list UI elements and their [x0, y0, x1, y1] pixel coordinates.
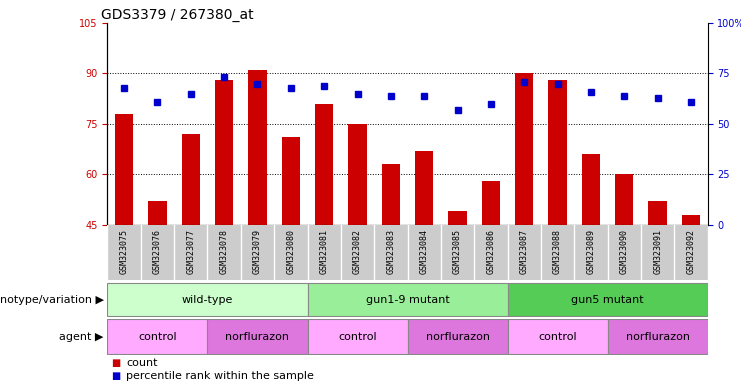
Text: GSM323081: GSM323081	[319, 229, 329, 274]
Bar	[482, 181, 500, 225]
Text: GSM323091: GSM323091	[653, 229, 662, 274]
Text: GSM323084: GSM323084	[419, 229, 429, 274]
Text: ■: ■	[111, 371, 120, 381]
Bar	[248, 70, 267, 225]
Bar	[107, 319, 207, 354]
Bar	[182, 134, 200, 225]
Bar	[648, 201, 667, 225]
Text: GSM323085: GSM323085	[453, 229, 462, 274]
Text: norflurazon: norflurazon	[425, 332, 490, 342]
Text: GSM323083: GSM323083	[386, 229, 396, 274]
Bar	[548, 80, 567, 225]
Text: GSM323092: GSM323092	[686, 229, 696, 274]
Bar	[382, 164, 400, 225]
Text: GSM323075: GSM323075	[119, 229, 129, 274]
Bar	[508, 283, 708, 316]
Text: GSM323086: GSM323086	[486, 229, 496, 274]
Bar	[207, 319, 308, 354]
Bar	[215, 80, 233, 225]
Bar	[608, 319, 708, 354]
Bar	[448, 211, 467, 225]
Text: percentile rank within the sample: percentile rank within the sample	[126, 371, 314, 381]
Bar	[282, 137, 300, 225]
Text: norflurazon: norflurazon	[625, 332, 690, 342]
Bar	[582, 154, 600, 225]
Bar	[615, 174, 634, 225]
Text: GSM323076: GSM323076	[153, 229, 162, 274]
Text: GSM323077: GSM323077	[186, 229, 196, 274]
Bar	[348, 124, 367, 225]
Bar	[682, 215, 700, 225]
Text: ■: ■	[111, 358, 120, 368]
Bar	[508, 319, 608, 354]
Bar	[515, 73, 534, 225]
Bar	[415, 151, 433, 225]
Text: GDS3379 / 267380_at: GDS3379 / 267380_at	[102, 8, 254, 22]
Text: GSM323087: GSM323087	[519, 229, 529, 274]
Text: agent ▶: agent ▶	[59, 332, 104, 342]
Bar	[308, 319, 408, 354]
Bar	[408, 319, 508, 354]
Bar	[315, 104, 333, 225]
Text: gun1-9 mutant: gun1-9 mutant	[365, 295, 450, 305]
Text: wild-type: wild-type	[182, 295, 233, 305]
Text: gun5 mutant: gun5 mutant	[571, 295, 644, 305]
Text: control: control	[338, 332, 377, 342]
Text: GSM323082: GSM323082	[353, 229, 362, 274]
Bar	[107, 283, 308, 316]
Text: GSM323079: GSM323079	[253, 229, 262, 274]
Text: GSM323088: GSM323088	[553, 229, 562, 274]
Text: genotype/variation ▶: genotype/variation ▶	[0, 295, 104, 305]
Text: GSM323080: GSM323080	[286, 229, 296, 274]
Text: control: control	[538, 332, 577, 342]
Text: GSM323089: GSM323089	[586, 229, 596, 274]
Bar	[115, 114, 133, 225]
Text: control: control	[138, 332, 177, 342]
Text: count: count	[126, 358, 158, 368]
Text: GSM323090: GSM323090	[619, 229, 629, 274]
Bar	[308, 283, 508, 316]
Bar	[148, 201, 167, 225]
Text: GSM323078: GSM323078	[219, 229, 229, 274]
Text: norflurazon: norflurazon	[225, 332, 290, 342]
